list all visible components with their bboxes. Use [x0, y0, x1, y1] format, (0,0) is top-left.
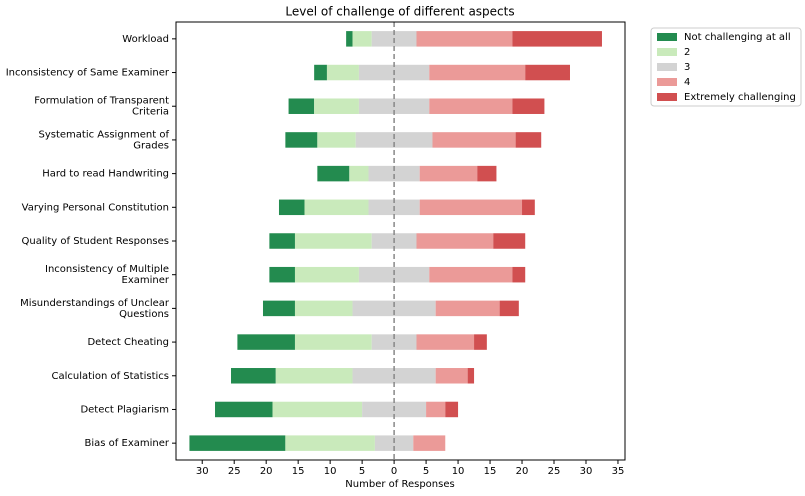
bar — [445, 401, 459, 418]
bar — [512, 31, 602, 47]
bar — [294, 334, 372, 350]
legend-swatch — [657, 78, 677, 86]
y-tick-label: Detect Cheating — [87, 337, 169, 348]
x-tick-label: 25 — [228, 466, 241, 477]
bar — [419, 199, 523, 216]
bar — [294, 233, 372, 249]
bar — [435, 300, 500, 317]
bar — [432, 132, 516, 148]
bar — [272, 401, 363, 418]
y-tick-label: Calculation of Statistics — [52, 371, 170, 382]
bar — [304, 199, 369, 216]
bar — [326, 64, 359, 81]
y-tick-label: Hard to read Handwriting — [42, 169, 169, 180]
y-tick-label: Workload — [122, 34, 169, 45]
bar — [512, 98, 545, 114]
bar — [419, 165, 478, 182]
bar — [416, 233, 494, 249]
bar — [374, 435, 414, 451]
bar — [474, 334, 487, 350]
bar — [269, 233, 295, 249]
bar — [352, 300, 436, 317]
x-axis-label: Number of Responses — [345, 479, 454, 490]
y-tick-label: Misunderstandings of Unclear Questions — [20, 298, 170, 320]
y-tick-label: Detect Plagiarism — [80, 404, 169, 415]
legend-label: Not challenging at all — [684, 32, 791, 43]
bar — [231, 368, 276, 384]
bar — [285, 132, 318, 148]
chart-title: Level of challenge of different aspects — [285, 5, 514, 19]
y-tick-label: Inconsistency of Same Examiner — [6, 68, 170, 79]
x-tick-label: 10 — [324, 466, 337, 477]
bar — [499, 300, 519, 317]
bar — [189, 435, 286, 451]
bar — [346, 31, 353, 47]
bar — [467, 368, 475, 384]
bar — [349, 165, 369, 182]
bar — [288, 98, 315, 114]
legend-swatch — [657, 63, 677, 71]
y-tick-label: Quality of Student Responses — [21, 236, 169, 247]
bar — [368, 165, 420, 182]
y-tick-label: Systematic Assignment of Grades — [39, 129, 170, 151]
y-tick-label: Bias of Examiner — [85, 438, 170, 449]
bar — [429, 266, 513, 283]
x-tick-label: 20 — [260, 466, 273, 477]
bar — [512, 266, 526, 283]
legend-swatch — [657, 48, 677, 56]
bar — [493, 233, 526, 249]
bar — [294, 300, 353, 317]
legend-swatch — [657, 93, 677, 101]
bar — [413, 435, 446, 451]
bar — [317, 132, 356, 148]
legend-swatch — [657, 33, 677, 41]
y-tick-label: Formulation of Transparent Criteria — [34, 96, 169, 118]
x-tick-label: 5 — [359, 466, 365, 477]
bar — [314, 64, 327, 81]
bar — [294, 266, 359, 283]
legend-label: 2 — [684, 47, 690, 58]
x-tick-label: 0 — [391, 466, 397, 477]
plot-frame — [175, 21, 626, 461]
bar — [435, 368, 468, 384]
x-tick-label: 30 — [580, 466, 593, 477]
bar — [352, 31, 372, 47]
bar — [429, 98, 513, 114]
bar — [515, 132, 542, 148]
y-tick-label: Varying Personal Constitution — [22, 202, 169, 213]
x-tick-label: 25 — [548, 466, 561, 477]
y-tick-label: Inconsistency of Multiple Examiner — [45, 264, 170, 286]
bar — [429, 64, 526, 81]
bar — [237, 334, 295, 350]
legend-frame — [650, 27, 802, 107]
legend-label: Extremely challenging — [684, 92, 796, 103]
bar — [262, 300, 295, 317]
bar — [285, 435, 375, 451]
bar — [317, 165, 350, 182]
x-tick-label: 20 — [516, 466, 529, 477]
bar — [477, 165, 497, 182]
bar — [355, 132, 433, 148]
x-tick-label: 35 — [612, 466, 625, 477]
bar — [278, 199, 305, 216]
x-tick-label: 5 — [423, 466, 429, 477]
bar — [522, 199, 535, 216]
x-tick-label: 30 — [196, 466, 209, 477]
bar — [314, 98, 359, 114]
legend-label: 3 — [684, 62, 690, 73]
x-tick-label: 10 — [452, 466, 465, 477]
bar — [416, 334, 475, 350]
bar — [275, 368, 353, 384]
bar — [426, 401, 446, 418]
x-tick-label: 15 — [484, 466, 497, 477]
bar — [416, 31, 513, 47]
bar — [525, 64, 570, 81]
x-tick-label: 15 — [292, 466, 305, 477]
bar — [215, 401, 273, 418]
bar — [269, 266, 295, 283]
legend-label: 4 — [684, 77, 690, 88]
